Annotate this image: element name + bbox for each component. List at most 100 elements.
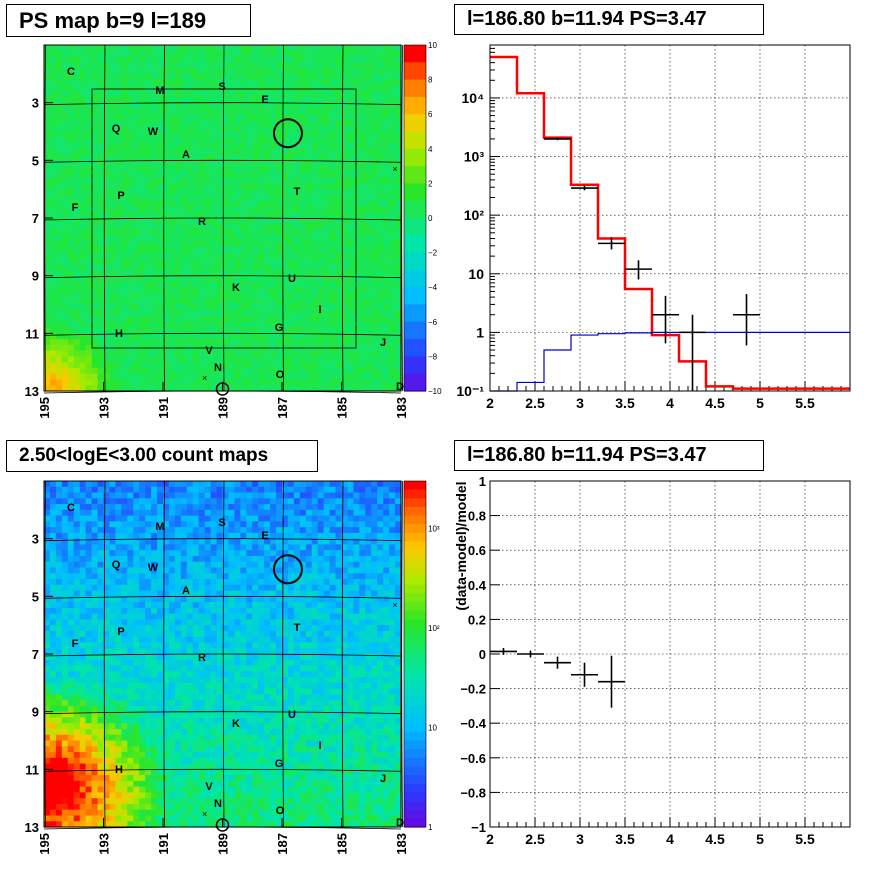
ps-heatmap-cell [103, 85, 111, 92]
ps-heatmap-cell [157, 206, 164, 213]
ps-heatmap-cell [264, 316, 271, 323]
ps-heatmap-cell [258, 91, 265, 98]
ps-heatmap-cell [192, 79, 200, 86]
ps-heatmap-cell [287, 154, 295, 161]
ps-heatmap-cell [79, 212, 87, 219]
ps-heatmap-cell [168, 68, 176, 75]
count-heatmap-cell [139, 504, 146, 511]
ps-heatmap-cell [389, 194, 396, 202]
ps-heatmap-cell [174, 114, 182, 121]
count-heatmap-cell [103, 538, 111, 546]
ps-heatmap-cell [91, 350, 99, 357]
ps-heatmap-cell [67, 246, 75, 254]
ps-heatmap-cell [329, 171, 337, 179]
ps-heatmap-cell [359, 200, 366, 208]
ps-heatmap-cell [127, 258, 134, 265]
ps-heatmap-cell [347, 166, 354, 173]
count-heatmap-cell [139, 809, 146, 817]
ps-heatmap-cell [287, 235, 295, 242]
ps-heatmap-cell [258, 148, 265, 156]
ps-heatmap-cell [282, 171, 289, 179]
ps-heatmap-cell [347, 68, 354, 75]
ps-heatmap-cell [198, 166, 206, 173]
count-heatmap-cell [127, 492, 134, 499]
ps-heatmap-cell [365, 200, 372, 208]
ps-heatmap-cell [371, 154, 378, 161]
ps-heatmap-cell [44, 200, 51, 208]
count-heatmap-cell [139, 769, 146, 776]
ps-heatmap-cell [168, 171, 176, 179]
count-heatmap-cell [49, 532, 57, 540]
ps-heatmap-cell [246, 56, 253, 63]
ps-heatmap-cell [377, 287, 384, 294]
ps-heatmap-cell [163, 137, 170, 144]
ps-heatmap-cell [163, 68, 170, 75]
ps-heatmap-cell [329, 154, 337, 161]
ps-heatmap-cell [133, 171, 140, 179]
ps-heatmap-cell [234, 212, 241, 219]
ps-heatmap-cell [270, 143, 277, 150]
ps-heatmap-cell [55, 148, 63, 156]
ps-heatmap-cell [282, 229, 289, 236]
ps-heatmap-cell [210, 91, 218, 98]
ps-heatmap-cell [234, 68, 241, 75]
ps-heatmap-cell [127, 339, 134, 346]
ps-heatmap-cell [186, 125, 194, 133]
ps-heatmap-cell [210, 235, 218, 242]
ps-heatmap-cell [335, 177, 343, 184]
ps-heatmap-cell [341, 258, 349, 265]
ps-heatmap-cell [377, 194, 384, 202]
ps-heatmap-cell [341, 275, 349, 283]
count-heatmap-cell [127, 561, 134, 569]
ps-heatmap-cell [67, 96, 75, 104]
ps-heatmap-cell [192, 385, 200, 392]
ps-heatmap-cell [174, 183, 182, 190]
count-heatmap-cell [49, 607, 57, 615]
ps-heatmap-cell [335, 45, 343, 52]
ps-heatmap-cell [44, 50, 51, 58]
ps-heatmap-cell [329, 125, 337, 133]
ps-heatmap-cell [44, 85, 51, 92]
ps-heatmap-cell [44, 45, 51, 52]
ps-heatmap-cell [174, 68, 182, 75]
ps-heatmap-cell [109, 183, 116, 190]
count-heatmap-cell [61, 498, 69, 505]
ps-heatmap-cell [222, 148, 230, 156]
ps-heatmap-cell [395, 264, 402, 271]
ps-heatmap-cell [216, 339, 224, 346]
ps-heatmap-cell [252, 292, 259, 300]
ps-heatmap-cell [305, 321, 313, 329]
ps-heatmap-cell [240, 373, 247, 381]
count-heatmap-cell [44, 584, 51, 592]
count-heatmap-cell [109, 521, 116, 528]
ps-heatmap-cell [234, 189, 241, 196]
ps-heatmap-cell [133, 183, 140, 190]
count-heatmap-cell [91, 740, 99, 747]
ps-heatmap-cell [347, 108, 354, 115]
ps-colorbar-swatch [404, 166, 426, 184]
count-heatmap-cell [151, 550, 158, 557]
ps-heatmap-cell [79, 298, 87, 306]
ps-heatmap-cell [258, 206, 265, 213]
ps-heatmap-cell [353, 45, 360, 52]
ps-heatmap-cell [353, 62, 360, 69]
count-heatmap-cell [67, 711, 75, 719]
count-heatmap-cell [133, 504, 140, 511]
ps-colorbar-tick-label: −2 [428, 249, 438, 258]
ps-heatmap-cell [222, 223, 230, 231]
ps-heatmap-cell [246, 316, 253, 323]
count-heatmap-cell [79, 481, 87, 488]
ps-heatmap-cell [44, 327, 51, 334]
count-heatmap-cell [55, 561, 63, 569]
ps-heatmap-cell [44, 321, 51, 329]
ps-heatmap-cell [49, 246, 57, 254]
ps-heatmap-cell [204, 212, 212, 219]
count-heatmap-cell [55, 602, 63, 609]
count-heatmap-cell [55, 728, 63, 736]
ps-heatmap-cell [335, 367, 343, 375]
ps-heatmap-cell [55, 241, 63, 248]
ps-heatmap-cell [85, 252, 93, 259]
count-heatmap-cell [109, 492, 116, 499]
ps-heatmap-cell [299, 166, 307, 173]
ps-heatmap-cell [115, 258, 122, 265]
